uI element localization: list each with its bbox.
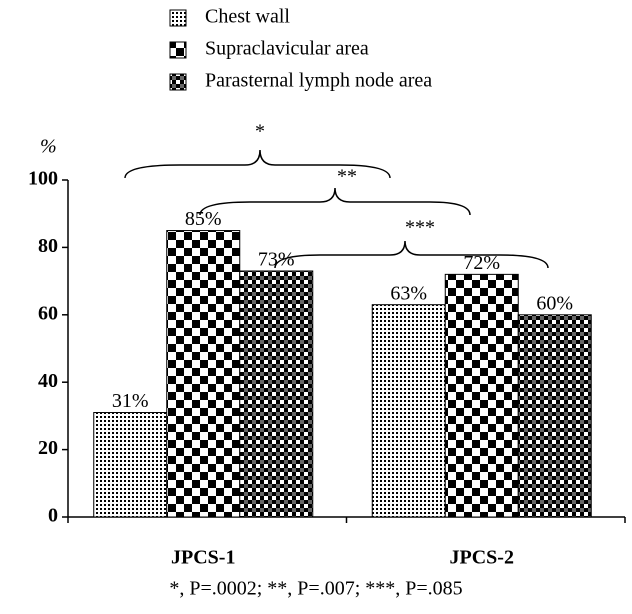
- bracket: [274, 240, 549, 269]
- x-tick-label: JPCS-2: [450, 547, 514, 569]
- y-tick-label: 40: [38, 370, 58, 392]
- x-tick-label: JPCS-1: [171, 547, 235, 569]
- annotation: *: [255, 121, 265, 143]
- y-tick-label: 100: [28, 168, 58, 190]
- value-label: 73%: [258, 249, 295, 271]
- value-label: 31%: [112, 390, 149, 412]
- y-tick-label: 80: [38, 235, 58, 257]
- y-tick-label: 0: [48, 505, 58, 527]
- bar: [239, 270, 314, 518]
- legend-label: Chest wall: [205, 6, 290, 28]
- bar: [93, 412, 168, 518]
- value-label: 72%: [463, 252, 500, 274]
- y-axis-label: %: [40, 136, 57, 158]
- bar: [517, 314, 592, 518]
- value-label: 60%: [536, 292, 573, 314]
- bar: [371, 304, 446, 518]
- bar: [166, 230, 241, 518]
- value-label: 85%: [185, 208, 222, 230]
- y-tick-label: 20: [38, 437, 58, 459]
- value-label: 63%: [390, 282, 427, 304]
- legend-label: Parasternal lymph node area: [205, 70, 432, 92]
- legend-swatch: [169, 9, 187, 27]
- bar: [444, 273, 519, 518]
- legend-swatch: [169, 41, 187, 59]
- legend-swatch: [169, 73, 187, 91]
- y-tick-label: 60: [38, 302, 58, 324]
- legend-label: Supraclavicular area: [205, 38, 369, 60]
- annotation: **: [337, 166, 357, 188]
- bracket: [199, 187, 471, 216]
- bracket: [124, 149, 391, 179]
- footnote: *, P=.0002; **, P=.007; ***, P=.085: [169, 578, 462, 600]
- annotation: ***: [405, 217, 435, 239]
